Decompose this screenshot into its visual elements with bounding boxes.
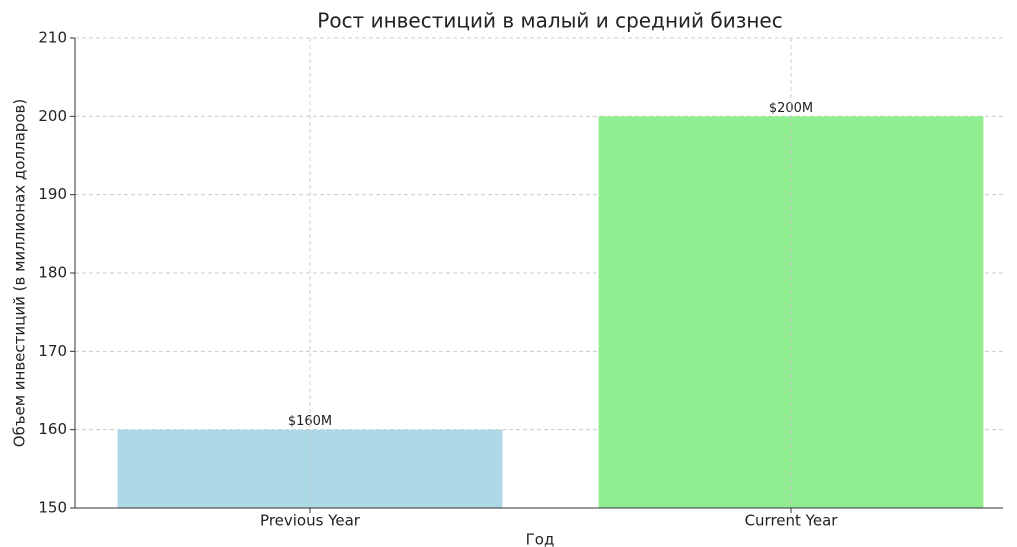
y-tick-label: 170 — [38, 342, 67, 360]
y-tick-label: 160 — [38, 420, 67, 438]
y-axis-label: Объем инвестиций (в миллионах долларов) — [11, 99, 29, 447]
y-tick-label: 190 — [38, 185, 67, 203]
y-tick-label: 210 — [38, 29, 67, 47]
x-tick-label: Current Year — [745, 512, 839, 530]
x-axis-label: Год — [526, 531, 555, 547]
chart-title: Рост инвестиций в малый и средний бизнес — [317, 9, 782, 33]
value-label: $160M — [288, 414, 332, 429]
y-tick-label: 180 — [38, 264, 67, 282]
y-tick-label: 200 — [38, 107, 67, 125]
x-tick-label: Previous Year — [260, 512, 361, 530]
y-tick-label: 150 — [38, 499, 67, 517]
